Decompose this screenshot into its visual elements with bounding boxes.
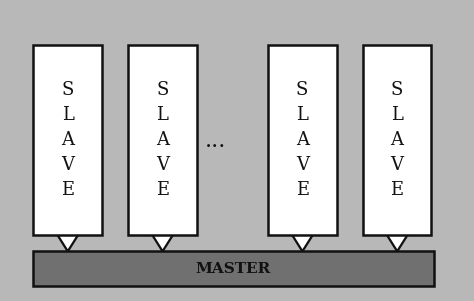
Polygon shape: [55, 232, 80, 251]
Bar: [62, 232, 73, 235]
Bar: [268, 45, 337, 235]
Text: ...: ...: [205, 130, 227, 153]
Bar: [33, 45, 102, 235]
Text: MASTER: MASTER: [196, 262, 271, 276]
Bar: [391, 232, 403, 235]
Bar: [297, 232, 309, 235]
Bar: [33, 251, 434, 286]
Text: S
L
A
V
E: S L A V E: [296, 81, 309, 199]
Polygon shape: [150, 232, 175, 251]
Polygon shape: [385, 232, 410, 251]
Text: S
L
A
V
E: S L A V E: [156, 81, 169, 199]
Polygon shape: [290, 232, 315, 251]
Text: S
L
A
V
E: S L A V E: [391, 81, 403, 199]
Text: S
L
A
V
E: S L A V E: [61, 81, 74, 199]
Bar: [363, 45, 431, 235]
Bar: [128, 45, 197, 235]
Bar: [156, 232, 169, 235]
